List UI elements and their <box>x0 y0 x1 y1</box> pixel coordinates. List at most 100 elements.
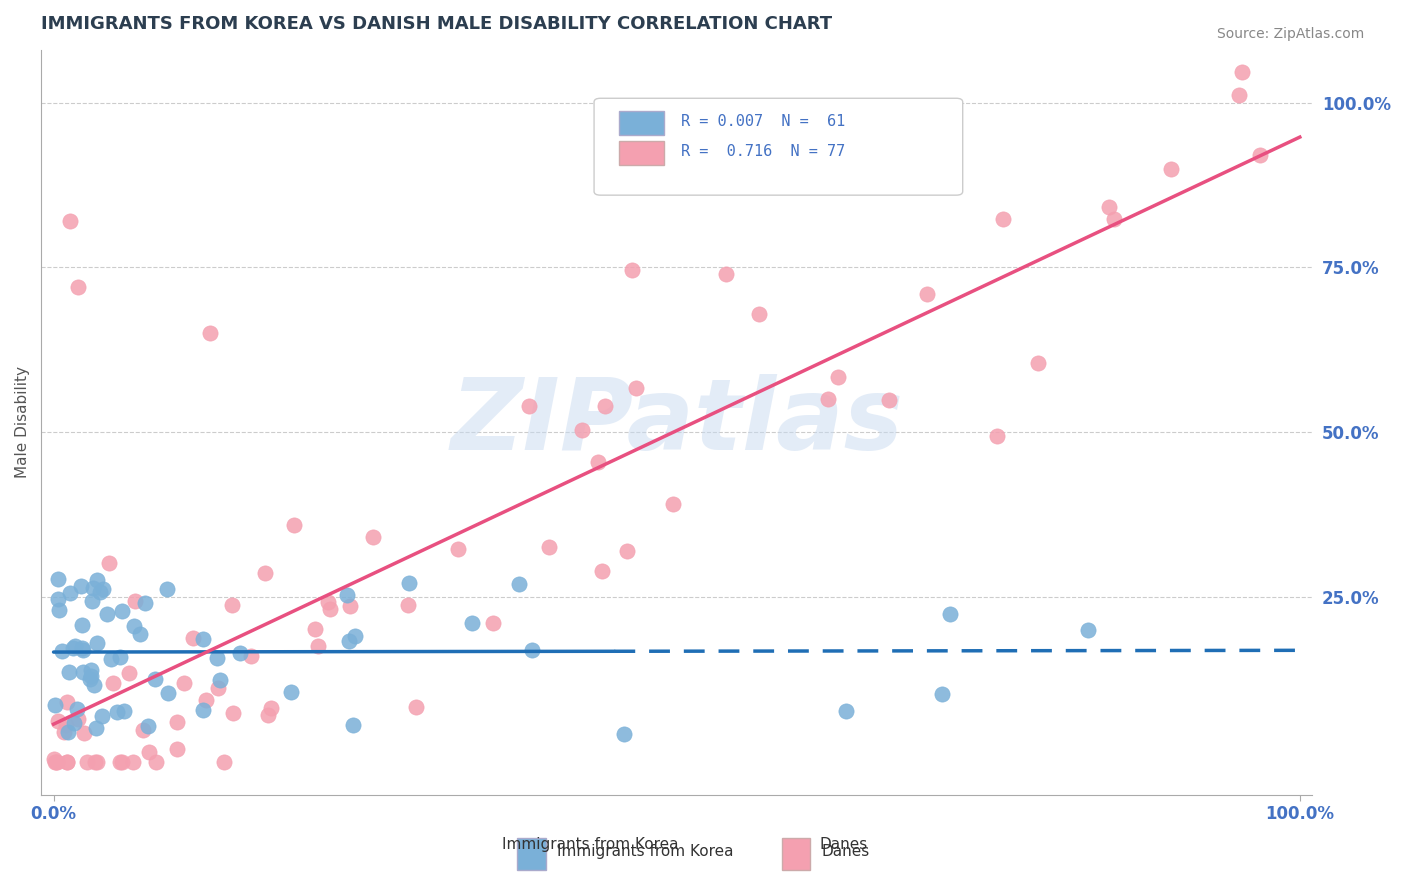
Point <box>46 755 69 769</box>
Point <box>90 708 112 723</box>
Point <box>229 646 252 660</box>
Point <box>222 706 245 721</box>
Point <box>44 755 66 769</box>
Point <box>1249 147 1271 161</box>
Text: Danes: Danes <box>820 837 868 852</box>
Point <box>827 369 849 384</box>
Point <box>84 721 107 735</box>
Point <box>1230 64 1253 78</box>
Point <box>344 629 367 643</box>
Point <box>307 640 329 654</box>
Point <box>56 695 79 709</box>
Point <box>447 542 470 557</box>
FancyBboxPatch shape <box>595 98 963 195</box>
Point <box>111 604 134 618</box>
Point <box>44 752 66 766</box>
Point <box>986 429 1008 443</box>
Point <box>616 544 638 558</box>
Point <box>993 212 1015 227</box>
Point <box>191 632 214 647</box>
Point <box>156 582 179 596</box>
Point <box>917 286 939 301</box>
Point <box>110 649 132 664</box>
Point <box>624 381 647 395</box>
Point <box>361 531 384 545</box>
Point <box>1098 200 1121 214</box>
Point <box>84 755 107 769</box>
Point <box>66 712 89 726</box>
Point <box>103 676 125 690</box>
Point <box>879 392 901 407</box>
Point <box>613 727 636 741</box>
Point <box>56 755 79 769</box>
FancyBboxPatch shape <box>782 838 810 870</box>
Point <box>173 676 195 690</box>
Point <box>96 607 118 621</box>
Point <box>257 708 280 723</box>
Point <box>122 755 145 769</box>
Point <box>1160 162 1182 177</box>
Point <box>76 755 98 769</box>
Point <box>240 649 263 664</box>
Point <box>98 557 121 571</box>
Point <box>156 686 179 700</box>
Point <box>132 723 155 737</box>
Point <box>48 714 70 728</box>
Point <box>260 701 283 715</box>
Point <box>593 399 616 413</box>
Point <box>55 718 77 732</box>
Point <box>342 718 364 732</box>
Point <box>56 755 79 769</box>
Point <box>571 423 593 437</box>
Point <box>181 631 204 645</box>
Point <box>86 636 108 650</box>
Point <box>253 566 276 580</box>
Point <box>70 640 93 655</box>
Point <box>124 594 146 608</box>
Point <box>205 651 228 665</box>
Point <box>89 585 111 599</box>
Y-axis label: Male Disability: Male Disability <box>15 367 30 478</box>
Point <box>48 602 70 616</box>
Text: Immigrants from Korea: Immigrants from Korea <box>502 837 679 852</box>
Point <box>46 591 69 606</box>
Point <box>86 755 108 769</box>
Point <box>100 652 122 666</box>
Point <box>59 585 82 599</box>
Point <box>520 643 543 657</box>
Point <box>56 724 79 739</box>
FancyBboxPatch shape <box>517 838 546 870</box>
Text: R = 0.007  N =  61: R = 0.007 N = 61 <box>681 114 845 128</box>
Point <box>80 594 103 608</box>
Point <box>209 673 232 688</box>
Point <box>122 619 145 633</box>
Point <box>58 665 80 680</box>
Point <box>82 581 104 595</box>
Point <box>1077 623 1099 637</box>
Point <box>110 755 132 769</box>
Text: IMMIGRANTS FROM KOREA VS DANISH MALE DISABILITY CORRELATION CHART: IMMIGRANTS FROM KOREA VS DANISH MALE DIS… <box>41 15 832 33</box>
Point <box>835 704 858 718</box>
Point <box>194 693 217 707</box>
Point <box>143 672 166 686</box>
Point <box>212 755 235 769</box>
Point <box>62 641 84 656</box>
Point <box>62 715 84 730</box>
Point <box>517 399 540 413</box>
Point <box>405 699 427 714</box>
Point <box>46 572 69 586</box>
Point <box>111 755 134 769</box>
Point <box>1026 356 1049 370</box>
Point <box>53 724 76 739</box>
Point <box>138 745 160 759</box>
Point <box>939 607 962 621</box>
Point <box>72 618 94 632</box>
Point <box>91 582 114 596</box>
Point <box>283 518 305 533</box>
Point <box>80 669 103 683</box>
Point <box>86 574 108 588</box>
Point <box>1104 211 1126 226</box>
Point <box>620 263 643 277</box>
Point <box>398 575 420 590</box>
Point <box>280 685 302 699</box>
